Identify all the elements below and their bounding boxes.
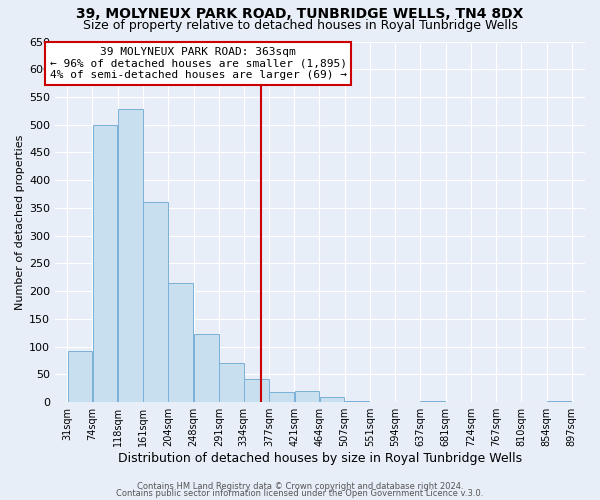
X-axis label: Distribution of detached houses by size in Royal Tunbridge Wells: Distribution of detached houses by size …	[118, 452, 522, 465]
Bar	[219, 364, 244, 402]
Text: Contains HM Land Registry data © Crown copyright and database right 2024.: Contains HM Land Registry data © Crown c…	[137, 482, 463, 491]
Text: 39 MOLYNEUX PARK ROAD: 363sqm
← 96% of detached houses are smaller (1,895)
4% of: 39 MOLYNEUX PARK ROAD: 363sqm ← 96% of d…	[50, 47, 347, 80]
Text: Contains public sector information licensed under the Open Government Licence v.: Contains public sector information licen…	[116, 489, 484, 498]
Text: 39, MOLYNEUX PARK ROAD, TUNBRIDGE WELLS, TN4 8DX: 39, MOLYNEUX PARK ROAD, TUNBRIDGE WELLS,…	[76, 8, 524, 22]
Bar	[295, 391, 319, 402]
Bar	[269, 392, 294, 402]
Bar	[143, 202, 168, 402]
Bar	[118, 109, 143, 402]
Bar	[168, 283, 193, 402]
Bar	[244, 379, 269, 402]
Y-axis label: Number of detached properties: Number of detached properties	[15, 134, 25, 310]
Bar	[320, 396, 344, 402]
Bar	[547, 401, 571, 402]
Bar	[92, 124, 118, 402]
Bar	[194, 334, 218, 402]
Bar	[68, 350, 92, 402]
Text: Size of property relative to detached houses in Royal Tunbridge Wells: Size of property relative to detached ho…	[83, 19, 517, 32]
Bar	[344, 400, 370, 402]
Bar	[421, 401, 445, 402]
